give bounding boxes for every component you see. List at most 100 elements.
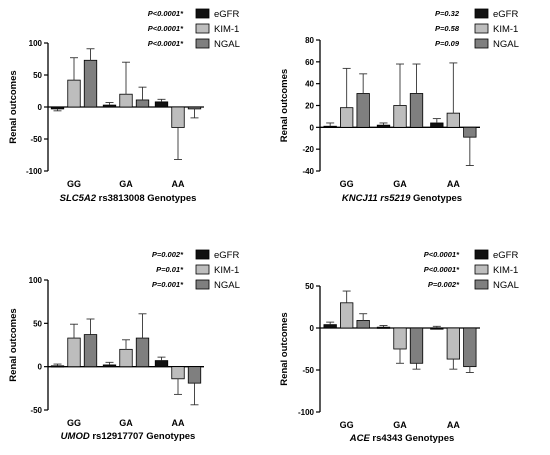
chart-panel-3: 100 50 0 -50 Renal outcomes GG GA AA UMOD rs1291… [8,249,240,442]
bar-kim-1-aa [171,106,185,128]
bar-ngal-ga [135,337,150,368]
bar-egfr-gg [323,324,337,329]
y-tick-label: 80 [305,36,314,45]
category-label: AA [172,179,185,189]
bar-ngal-ga [409,327,424,364]
p-value: P=0.32 [435,9,460,18]
bar-egfr-ga [376,124,391,128]
p-value: P=0.002* [428,280,460,289]
legend-label-ngal: NGAL [493,280,519,291]
y-tick-label: 20 [305,102,314,111]
x-axis-label: UMOD rs12917707 Genotypes [61,431,196,442]
y-tick-label: 100 [29,39,43,48]
legend-swatch-ngal [474,38,489,49]
legend-swatch-egfr [195,8,210,19]
bar-kim-1-ga [119,93,133,108]
bar-ngal-gg [356,93,370,128]
y-tick-label: 100 [29,276,43,285]
category-label: GG [340,420,354,430]
category-label: GG [67,418,81,428]
bar-ngal-ga [135,99,150,108]
legend-swatch-ngal [195,38,210,49]
y-tick-label: -20 [302,145,314,154]
category-label: GA [119,418,133,428]
y-tick-label: 50 [33,319,42,328]
x-axis-label-gene: ACE [349,433,371,444]
bar-ngal-ga [409,93,424,128]
bar-ngal-aa [463,327,477,368]
x-axis-label-suffix: rs12917707 Genotypes [90,431,196,442]
p-value: P<0.0001* [148,39,184,48]
legend-label-kim-1: KIM-1 [214,265,239,276]
y-tick-label: -100 [26,167,43,176]
p-value: P=0.09 [435,39,460,48]
legend-label-ngal: NGAL [493,39,519,50]
y-tick-label: -100 [298,408,315,417]
legend-label-egfr: eGFR [214,250,239,261]
bar-kim-1-aa [171,366,185,380]
category-label: AA [447,420,460,430]
legend-label-kim-1: KIM-1 [214,24,239,35]
legend-swatch-egfr [474,249,489,260]
y-axis-label: Renal outcomes [279,69,290,142]
legend-swatch-egfr [195,249,210,260]
legend-label-kim-1: KIM-1 [493,265,518,276]
y-tick-label: 60 [305,58,314,67]
chart-panel-1: 100 50 0 -50 -100 Renal outcomes GG GA AA SLC5A2 … [8,8,240,204]
bar-egfr-gg [50,365,65,368]
bar-egfr-aa [154,101,169,108]
chart-panel-2: 80 60 40 20 0 -20 -40 Renal outcomes GG GA AA KNCJ1… [279,8,519,204]
legend-swatch-egfr [474,8,489,19]
x-axis-label-gene: UMOD [61,431,90,442]
category-label: GG [340,179,354,189]
bar-kim-1-ga [393,105,407,128]
y-tick-label: 50 [305,282,314,291]
y-tick-label: -50 [30,135,42,144]
bar-egfr-aa [154,360,169,368]
bar-kim-1-gg [340,107,354,128]
legend-swatch-kim-1 [474,23,489,34]
x-axis-label-gene: KNCJ11 rs5219 [342,193,411,204]
bar-kim-1-aa [446,327,460,360]
bar-egfr-gg [50,106,65,110]
p-value: P<0.0001* [148,24,184,33]
bar-egfr-ga [102,104,117,108]
legend-label-egfr: eGFR [214,9,239,20]
p-value: P=0.001* [152,280,184,289]
bar-ngal-aa [463,126,477,138]
x-axis-label-suffix: rs3813008 Genotypes [96,193,196,204]
legend-label-egfr: eGFR [493,250,518,261]
p-value: P<0.0001* [424,265,460,274]
p-value: P=0.01* [156,265,184,274]
bar-kim-1-aa [446,112,460,128]
legend-label-ngal: NGAL [214,39,240,50]
bar-kim-1-gg [67,79,81,108]
legend-swatch-kim-1 [195,264,210,275]
x-axis-label-suffix: rs4343 Genotypes [370,433,455,444]
y-tick-label: 0 [38,363,43,372]
category-label: GA [119,179,133,189]
p-value: P=0.58 [435,24,460,33]
bar-egfr-aa [430,122,444,128]
y-tick-label: 0 [38,103,43,112]
bar-ngal-aa [187,366,202,384]
legend-swatch-kim-1 [474,264,489,275]
bar-kim-1-ga [119,348,133,368]
y-axis-label: Renal outcomes [8,308,19,381]
bar-egfr-ga [376,326,391,329]
p-value: P<0.0001* [148,9,184,18]
bar-ngal-gg [83,334,98,368]
y-tick-label: -50 [30,406,42,415]
x-axis-label: ACE rs4343 Genotypes [349,433,455,444]
y-tick-label: -50 [302,366,314,375]
y-tick-label: 40 [305,80,314,89]
category-label: AA [447,179,460,189]
legend-swatch-kim-1 [195,23,210,34]
p-value: P=0.002* [152,250,184,259]
y-axis-label: Renal outcomes [279,312,290,385]
category-label: GG [67,179,81,189]
x-axis-label-suffix: Genotypes [410,193,462,204]
category-label: GA [393,420,407,430]
x-axis-label: KNCJ11 rs5219 Genotypes [342,193,462,204]
